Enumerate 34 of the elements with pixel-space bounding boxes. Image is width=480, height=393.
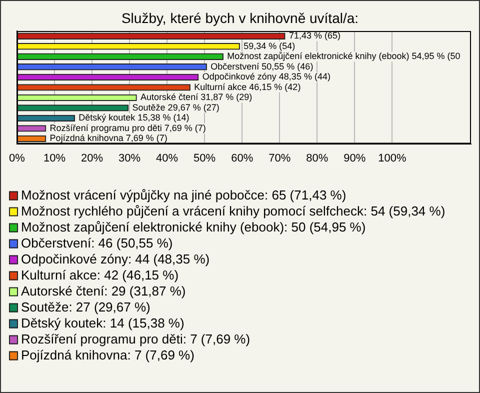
x-tick-label: 80% xyxy=(306,152,328,164)
x-tick-label: 10% xyxy=(43,152,66,164)
chart-title: Služby, které bych v knihovně uvítal/a: xyxy=(120,9,360,26)
legend-label: Možnost vrácení výpůjčky na jiné pobočce: 65 (71,43 %) xyxy=(21,187,346,202)
data-label: 59,34 % (54) xyxy=(244,40,296,51)
x-tick-label: 100% xyxy=(378,152,406,164)
data-label: Soutěže 29,67 % (27) xyxy=(132,102,220,112)
x-tick-label: 0% xyxy=(8,152,26,164)
x-tick-label: 90% xyxy=(344,152,366,164)
data-label: Pojízdná knihovna 7,69 % (7) xyxy=(50,133,168,144)
legend-label: Pojízdná knihovna: 7 (7,69 %) xyxy=(21,347,194,362)
data-label: Autorské čtení 31,87 % (29) xyxy=(140,92,252,102)
x-tick-label: 30% xyxy=(118,152,141,164)
data-label: Odpočinkové zóny 48,35 % (44) xyxy=(202,72,330,82)
x-tick-label: 50% xyxy=(194,152,216,164)
x-tick-label: 40% xyxy=(156,152,178,164)
legend-label: Kulturní akce: 42 (46,15 %) xyxy=(21,267,179,282)
legend-label: Občerstvení: 46 (50,55 %) xyxy=(21,235,173,250)
legend-label: Rozšíření programu pro děti: 7 (7,69 %) xyxy=(21,331,250,346)
data-label: Dětský koutek 15,38 % (14) xyxy=(78,112,190,123)
x-tick-label: 20% xyxy=(80,152,104,164)
legend-label: Autorské čtení: 29 (31,87 %) xyxy=(21,283,186,298)
data-label: Rozšíření programu pro děti 7,69 % (7) xyxy=(50,122,206,133)
data-label: Kulturní akce 46,15 % (42) xyxy=(194,82,301,92)
legend-label: Odpočinkové zóny: 44 (48,35 %) xyxy=(21,251,210,266)
legend-label: Možnost rychlého půjčení a vrácení knihy pomocí selfcheck: 54 (59,34 %) xyxy=(21,203,446,218)
legend-label: Možnost zapůjčení elektronické knihy (ebook): 50 (54,95 %) xyxy=(21,219,366,234)
x-tick-label: 60% xyxy=(231,152,254,164)
legend-label: Soutěže: 27 (29,67 %) xyxy=(21,299,150,314)
data-label: 71,43 % (65) xyxy=(288,30,341,41)
legend-label: Dětský koutek: 14 (15,38 %) xyxy=(21,315,184,330)
data-label: Občerstvení 50,55 % (46) xyxy=(210,61,314,72)
x-tick-label: 70% xyxy=(268,152,291,164)
data-label: Možnost zapůjčení elektronické knihy (ebook) 54,95 % (50 xyxy=(227,51,460,62)
